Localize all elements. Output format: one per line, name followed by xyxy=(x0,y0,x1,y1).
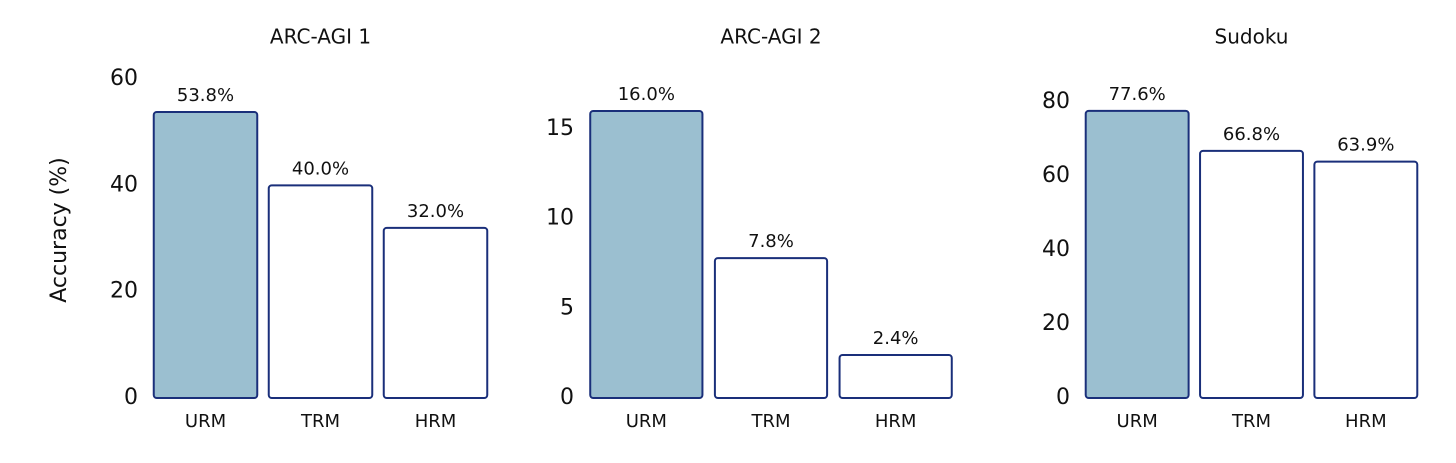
value-label: 53.8% xyxy=(177,85,234,106)
x-tick-label: URM xyxy=(185,411,226,432)
x-tick-label: HRM xyxy=(415,411,457,432)
bar xyxy=(1084,109,1190,399)
y-tick-label: 0 xyxy=(560,385,574,410)
y-tick-label: 20 xyxy=(1042,311,1070,336)
y-tick-label: 5 xyxy=(560,295,574,320)
chart-title: Sudoku xyxy=(1215,25,1289,49)
x-tick-label: URM xyxy=(626,411,667,432)
y-tick-label: 0 xyxy=(1056,385,1070,410)
value-label: 7.8% xyxy=(748,231,794,252)
y-tick-label: 60 xyxy=(110,66,138,91)
value-label: 32.0% xyxy=(407,201,464,222)
bar xyxy=(267,184,374,399)
bar xyxy=(1313,160,1419,399)
value-label: 16.0% xyxy=(618,84,675,105)
y-tick-label: 20 xyxy=(110,279,138,304)
value-label: 66.8% xyxy=(1223,124,1280,145)
value-label: 40.0% xyxy=(292,158,349,179)
bar xyxy=(713,257,829,399)
y-tick-label: 80 xyxy=(1042,89,1070,114)
y-axis-label: Accuracy (%) xyxy=(47,157,72,303)
x-tick-label: TRM xyxy=(300,411,340,432)
bar xyxy=(382,226,489,399)
bar xyxy=(152,110,259,399)
x-tick-label: HRM xyxy=(875,411,917,432)
x-tick-label: TRM xyxy=(750,411,790,432)
y-tick-label: 40 xyxy=(110,172,138,197)
y-tick-label: 60 xyxy=(1042,163,1070,188)
value-label: 2.4% xyxy=(873,328,919,349)
chart-title: ARC-AGI 2 xyxy=(720,25,821,49)
x-tick-label: HRM xyxy=(1345,411,1387,432)
bar xyxy=(838,353,953,400)
y-tick-label: 15 xyxy=(546,116,574,141)
x-tick-label: URM xyxy=(1117,411,1158,432)
y-tick-label: 10 xyxy=(546,206,574,231)
value-label: 77.6% xyxy=(1109,84,1166,105)
value-label: 63.9% xyxy=(1337,135,1394,156)
bar xyxy=(1199,149,1304,399)
y-tick-label: 40 xyxy=(1042,237,1070,262)
x-tick-label: TRM xyxy=(1231,411,1271,432)
bar xyxy=(589,110,704,399)
chart-title: ARC-AGI 1 xyxy=(270,25,371,49)
y-tick-label: 0 xyxy=(124,385,138,410)
